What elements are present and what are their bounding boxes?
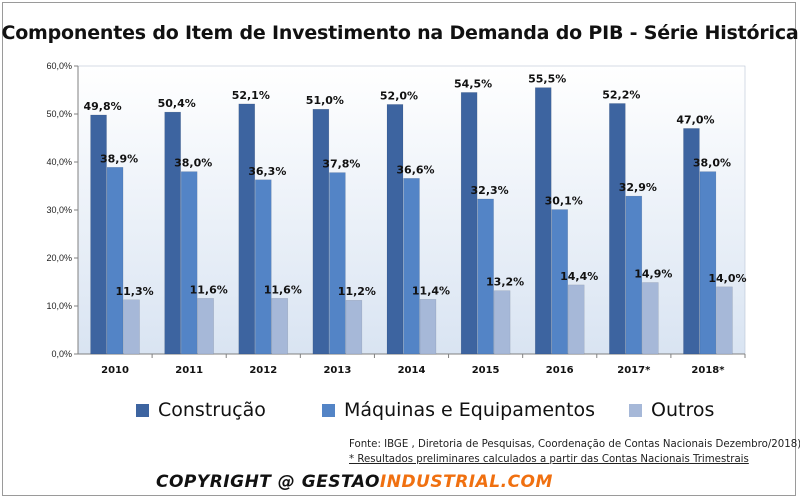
bar-outros <box>123 299 140 355</box>
data-label-maquinas: 32,9% <box>619 181 657 194</box>
data-label-construcao: 49,8% <box>83 100 121 113</box>
data-label-construcao: 52,0% <box>380 89 418 102</box>
data-label-maquinas: 38,0% <box>693 157 731 170</box>
x-tick-label: 2018* <box>691 365 725 376</box>
data-label-outros: 11,2% <box>338 285 376 298</box>
bar-construcao <box>164 111 181 355</box>
x-tick-label: 2011 <box>175 365 203 376</box>
legend-item-maquinas: Máquinas e Equipamentos <box>322 396 595 424</box>
x-tick-label: 2016 <box>546 365 574 376</box>
bar-maquinas <box>551 209 568 355</box>
bar-maquinas <box>329 172 346 355</box>
data-label-outros: 14,4% <box>560 270 598 283</box>
data-label-outros: 14,0% <box>708 272 746 285</box>
y-tick-label: 0,0% <box>51 349 72 359</box>
bar-maquinas <box>403 178 420 355</box>
chart-title: Componentes do Item de Investimento na D… <box>1 22 799 44</box>
bar-outros <box>271 298 289 355</box>
y-tick-label: 10,0% <box>46 301 72 311</box>
y-tick-label: 50,0% <box>46 109 72 119</box>
y-tick-label: 30,0% <box>46 205 72 215</box>
bar-outros <box>419 299 437 355</box>
data-label-outros: 14,9% <box>634 267 672 280</box>
bar-maquinas <box>699 171 717 355</box>
y-tick-label: 40,0% <box>46 157 72 167</box>
legend-swatch-maquinas <box>322 403 335 417</box>
bar-construcao <box>683 128 700 355</box>
data-label-construcao: 51,0% <box>306 94 344 107</box>
bar-outros <box>642 282 659 355</box>
legend-label-construcao: Construção <box>158 399 266 421</box>
copyright-prefix: COPYRIGHT @ <box>156 472 302 492</box>
bar-maquinas <box>180 171 198 355</box>
data-label-construcao: 55,5% <box>528 73 566 86</box>
bar-construcao <box>460 92 478 355</box>
bar-outros <box>345 299 363 355</box>
data-label-construcao: 47,0% <box>676 113 714 126</box>
data-label-maquinas: 36,6% <box>396 163 434 176</box>
copyright-brand-part2: INDUSTRIAL.COM <box>379 472 553 492</box>
bar-construcao <box>238 103 256 355</box>
legend-item-construcao: Construção <box>136 396 266 424</box>
data-label-outros: 11,6% <box>190 283 228 296</box>
data-label-outros: 11,3% <box>115 285 153 298</box>
bar-construcao <box>312 108 330 355</box>
x-tick-label: 2012 <box>249 365 277 376</box>
bar-construcao <box>386 104 404 355</box>
x-tick-label: 2014 <box>398 365 426 376</box>
legend-swatch-construcao <box>136 403 149 417</box>
copyright-brand-part1: GESTAO <box>301 472 380 492</box>
legend-swatch-outros <box>629 403 642 417</box>
bar-maquinas <box>477 198 494 355</box>
data-label-construcao: 54,5% <box>454 77 492 90</box>
x-tick-label: 2015 <box>472 365 500 376</box>
data-label-maquinas: 38,0% <box>174 157 212 170</box>
bar-outros <box>493 290 511 355</box>
legend-label-outros: Outros <box>651 399 715 421</box>
bar-construcao <box>609 103 626 355</box>
bar-maquinas <box>106 167 124 355</box>
data-label-construcao: 50,4% <box>158 97 196 110</box>
preliminary-note: * Resultados preliminares calculados a p… <box>349 454 749 465</box>
data-label-outros: 11,4% <box>412 284 450 297</box>
data-label-maquinas: 32,3% <box>471 184 509 197</box>
x-tick-label: 2013 <box>323 365 351 376</box>
x-tick-label: 2017* <box>617 365 651 376</box>
data-label-construcao: 52,1% <box>232 89 270 102</box>
data-label-outros: 11,6% <box>264 283 302 296</box>
data-label-maquinas: 38,9% <box>100 152 138 165</box>
bar-outros <box>567 284 585 355</box>
bar-maquinas <box>625 195 643 355</box>
copyright-banner: COPYRIGHT @ GESTAOINDUSTRIAL.COM <box>156 472 553 492</box>
source-line: Fonte: IBGE , Diretoria de Pesquisas, Co… <box>349 439 800 450</box>
bar-construcao <box>90 114 107 355</box>
source-note: Fonte: IBGE , Diretoria de Pesquisas, Co… <box>349 437 800 467</box>
x-tick-label: 2010 <box>101 365 129 376</box>
data-label-construcao: 52,2% <box>602 88 640 101</box>
legend-item-outros: Outros <box>629 396 714 424</box>
bar-outros <box>197 298 214 355</box>
y-tick-label: 60,0% <box>46 61 72 71</box>
y-tick-label: 20,0% <box>46 253 72 263</box>
chart-legend: Construção Máquinas e Equipamentos Outro… <box>0 396 800 424</box>
data-label-maquinas: 36,3% <box>248 165 286 178</box>
legend-label-maquinas: Máquinas e Equipamentos <box>344 399 596 421</box>
bar-construcao <box>534 87 552 355</box>
bar-maquinas <box>255 179 272 355</box>
data-label-maquinas: 37,8% <box>322 158 360 171</box>
data-label-maquinas: 30,1% <box>545 195 583 208</box>
data-label-outros: 13,2% <box>486 276 524 289</box>
bar-outros <box>716 286 733 355</box>
